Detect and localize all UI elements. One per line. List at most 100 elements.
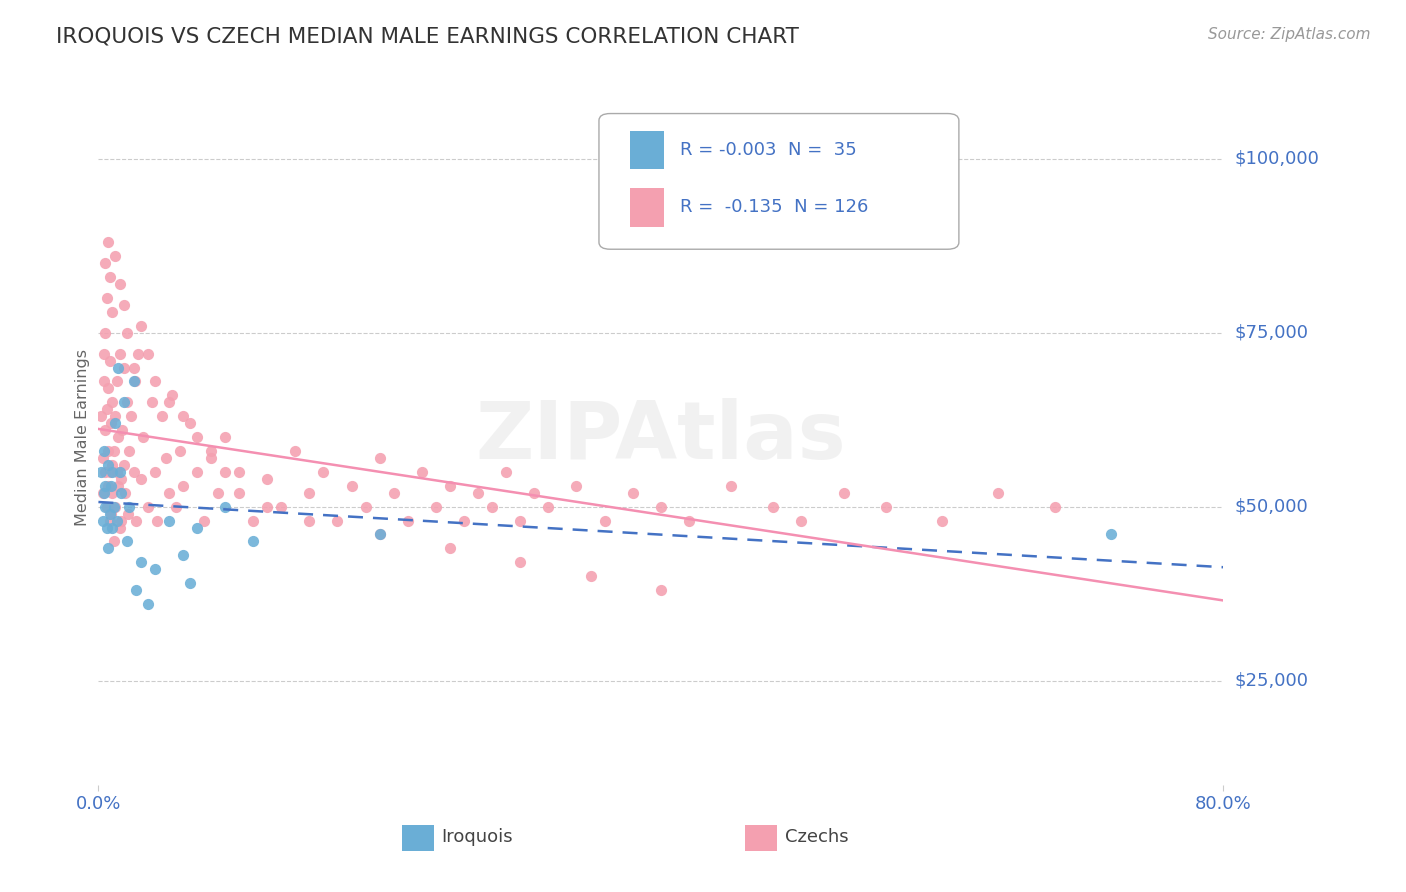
Point xyxy=(931,514,953,528)
Point xyxy=(112,298,135,312)
Point xyxy=(91,514,114,528)
Point xyxy=(97,381,120,395)
Point xyxy=(509,514,531,528)
Point xyxy=(143,562,166,576)
Point xyxy=(832,485,855,500)
Bar xyxy=(630,188,664,227)
Point xyxy=(90,409,112,424)
Point xyxy=(96,520,118,534)
Point xyxy=(101,395,124,409)
Point xyxy=(122,465,145,479)
Point xyxy=(115,326,138,340)
Point xyxy=(160,388,183,402)
Point xyxy=(101,485,124,500)
Point xyxy=(107,479,129,493)
Point xyxy=(112,360,135,375)
Point xyxy=(101,520,124,534)
Point xyxy=(104,416,127,430)
Point xyxy=(179,576,201,591)
Point xyxy=(129,472,152,486)
Point xyxy=(186,465,208,479)
Text: Source: ZipAtlas.com: Source: ZipAtlas.com xyxy=(1208,27,1371,42)
Point xyxy=(120,409,142,424)
Point xyxy=(256,500,278,514)
Point xyxy=(762,500,785,514)
Point xyxy=(228,485,250,500)
Point xyxy=(110,485,132,500)
Point xyxy=(98,507,121,521)
Point xyxy=(125,583,148,598)
Point xyxy=(467,485,489,500)
Point xyxy=(650,500,672,514)
Point xyxy=(169,444,191,458)
Text: R =  -0.135  N = 126: R = -0.135 N = 126 xyxy=(681,199,869,217)
Point xyxy=(97,479,120,493)
Point xyxy=(104,500,127,514)
Point xyxy=(326,514,349,528)
Point xyxy=(90,465,112,479)
Point xyxy=(228,465,250,479)
Point xyxy=(439,479,461,493)
Point xyxy=(136,597,159,611)
Point xyxy=(200,444,222,458)
Point xyxy=(91,450,114,465)
Point xyxy=(96,402,118,417)
Point xyxy=(298,514,321,528)
Point xyxy=(157,514,180,528)
Point xyxy=(122,360,145,375)
Point xyxy=(143,465,166,479)
Point xyxy=(111,423,134,437)
Point xyxy=(93,346,115,360)
Text: $75,000: $75,000 xyxy=(1234,324,1309,342)
Point xyxy=(157,395,180,409)
FancyBboxPatch shape xyxy=(599,113,959,249)
Point xyxy=(94,423,117,437)
Point xyxy=(256,472,278,486)
Point xyxy=(100,479,122,493)
Point xyxy=(101,458,124,472)
Point xyxy=(115,395,138,409)
Point xyxy=(284,444,307,458)
Point xyxy=(103,444,125,458)
Point xyxy=(368,450,391,465)
Text: $50,000: $50,000 xyxy=(1234,498,1308,516)
Point xyxy=(93,485,115,500)
Point xyxy=(100,507,122,521)
Point xyxy=(105,375,128,389)
Point xyxy=(96,500,118,514)
Point xyxy=(186,520,208,534)
Point xyxy=(127,346,149,360)
Point xyxy=(143,375,166,389)
Point xyxy=(523,485,546,500)
Point xyxy=(340,479,363,493)
Point xyxy=(298,485,321,500)
Point xyxy=(110,514,132,528)
Point xyxy=(129,318,152,333)
Point xyxy=(565,479,588,493)
Point xyxy=(425,500,447,514)
Text: IROQUOIS VS CZECH MEDIAN MALE EARNINGS CORRELATION CHART: IROQUOIS VS CZECH MEDIAN MALE EARNINGS C… xyxy=(56,27,799,46)
Point xyxy=(136,500,159,514)
Point xyxy=(242,534,264,549)
Bar xyxy=(630,130,664,169)
Point xyxy=(165,500,187,514)
Point xyxy=(98,270,121,285)
Point xyxy=(214,465,236,479)
Point xyxy=(411,465,433,479)
Point xyxy=(97,458,120,472)
Text: Iroquois: Iroquois xyxy=(441,828,513,847)
Point xyxy=(118,500,141,514)
Point xyxy=(96,291,118,305)
Point xyxy=(104,409,127,424)
Point xyxy=(104,249,127,263)
Point xyxy=(101,305,124,319)
Text: $100,000: $100,000 xyxy=(1234,150,1319,168)
Point xyxy=(172,479,194,493)
Point xyxy=(790,514,813,528)
Point xyxy=(117,507,139,521)
Point xyxy=(115,534,138,549)
Point xyxy=(354,500,377,514)
Point xyxy=(579,569,602,583)
Point xyxy=(108,346,131,360)
Point xyxy=(200,450,222,465)
